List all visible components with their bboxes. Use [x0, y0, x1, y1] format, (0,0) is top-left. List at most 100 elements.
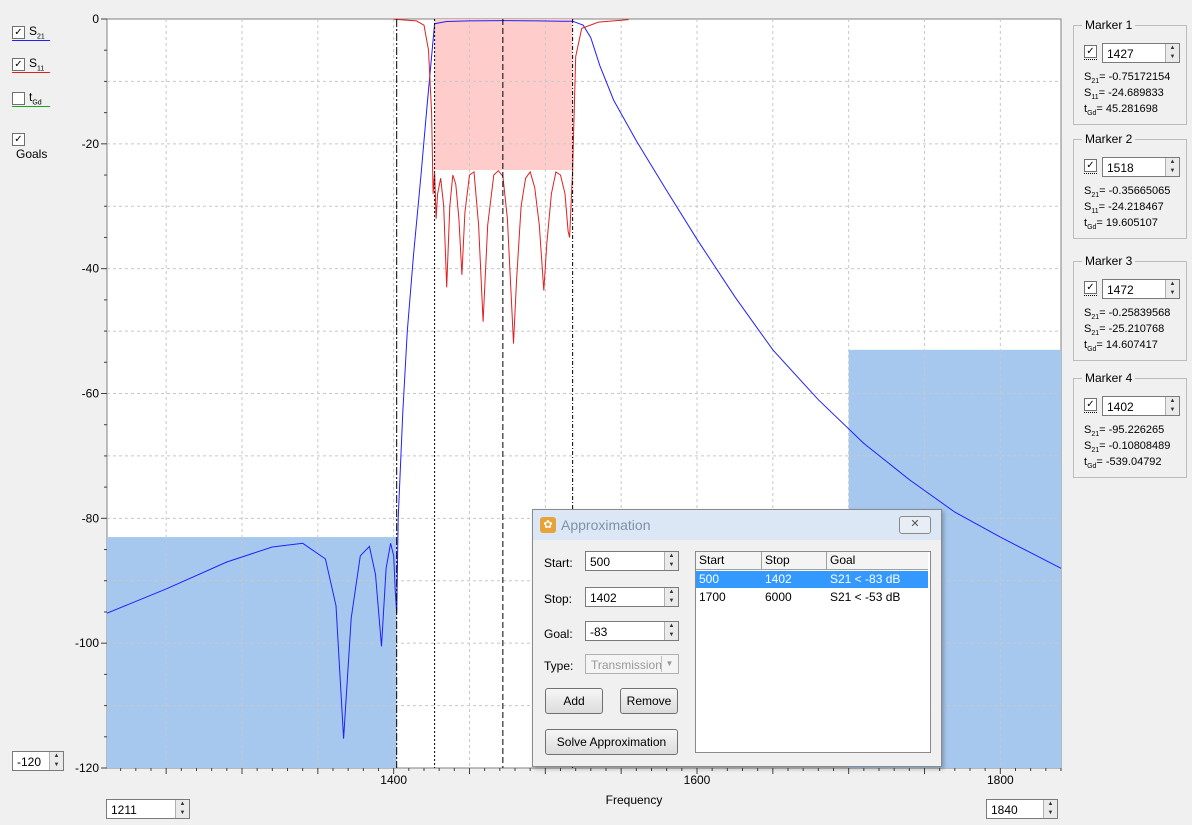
stop-input[interactable]: 1402 ▲ ▼	[585, 587, 679, 607]
s11-toggle-label: S11	[29, 56, 45, 73]
marker-checkbox[interactable]: ✓	[1084, 398, 1097, 411]
row-start: 1700	[699, 590, 726, 604]
marker-readout: tGd= -539.04792	[1084, 456, 1162, 471]
marker-frequency-input[interactable]: 1402 ▲ ▼	[1102, 396, 1180, 416]
row-goal: S21 < -83 dB	[830, 572, 901, 586]
dialog-title: Approximation	[561, 517, 651, 533]
marker-title: Marker 3	[1082, 254, 1136, 268]
goal-region	[107, 537, 397, 768]
start-label: Start:	[544, 556, 573, 570]
spinner-arrows-icon[interactable]: ▲ ▼	[1165, 158, 1179, 176]
marker-readout: S21= -95.226265	[1084, 424, 1165, 439]
marker-readout: S11= -24.689833	[1084, 87, 1164, 102]
y-tick-label: -80	[82, 511, 100, 525]
s21-checkbox[interactable]: ✓	[12, 25, 25, 39]
marker-frequency-input[interactable]: 1427 ▲ ▼	[1102, 43, 1180, 63]
spinner-arrows-icon[interactable]: ▲ ▼	[49, 752, 63, 770]
spinner-arrows-icon[interactable]: ▲ ▼	[175, 800, 189, 818]
marker-line-style-icon	[1084, 412, 1097, 413]
chevron-down-icon[interactable]: ▼	[661, 656, 677, 672]
tgd-toggle[interactable]: tGd	[12, 90, 60, 107]
goals-toggle[interactable]: ✓Goals	[12, 132, 60, 161]
type-label: Type:	[544, 659, 574, 673]
s11-legend-line	[12, 72, 50, 73]
ymin-spinner[interactable]: -120 ▲ ▼	[12, 751, 64, 771]
goals-toggle-label: Goals	[16, 147, 48, 162]
xmax-value: 1840	[991, 803, 1018, 817]
y-tick-label: -100	[75, 636, 99, 650]
marker-panel-1: Marker 1 ✓ 1427 ▲ ▼ S21= -0.75172154 S11= -24.…	[1073, 18, 1187, 125]
header-goal[interactable]: Goal	[830, 553, 856, 567]
row-start: 500	[699, 572, 720, 586]
marker-title: Marker 2	[1082, 132, 1136, 146]
s11-toggle[interactable]: ✓ S11	[12, 56, 60, 73]
s21-toggle[interactable]: ✓ S21	[12, 24, 60, 41]
row-stop: 1402	[765, 572, 792, 586]
marker-line-style-icon	[1084, 295, 1097, 296]
marker-panel-4: Marker 4 ✓ 1402 ▲ ▼ S21= -95.226265 S21= -0.10…	[1073, 371, 1187, 478]
y-tick-label: -40	[82, 262, 100, 276]
header-start[interactable]: Start	[696, 552, 762, 569]
goal-input[interactable]: -83 ▲ ▼	[585, 621, 679, 641]
marker-checkbox[interactable]: ✓	[1084, 159, 1097, 172]
header-stop[interactable]: Stop	[762, 552, 827, 569]
marker-readout: tGd= 19.605107	[1084, 217, 1158, 232]
xmin-value: 1211	[111, 803, 137, 817]
marker-frequency-value: 1427	[1107, 47, 1134, 61]
s11-checkbox[interactable]: ✓	[12, 57, 25, 71]
y-tick-label: -120	[75, 761, 99, 775]
marker-frequency-input[interactable]: 1472 ▲ ▼	[1102, 279, 1180, 299]
y-tick-label: -20	[82, 137, 100, 151]
marker-frequency-input[interactable]: 1518 ▲ ▼	[1102, 157, 1180, 177]
app-icon: ✿	[540, 517, 556, 533]
spinner-arrows-icon[interactable]: ▲ ▼	[1165, 280, 1179, 298]
spinner-arrows-icon[interactable]: ▲ ▼	[1165, 397, 1179, 415]
close-icon[interactable]: ✕	[899, 516, 931, 534]
marker-line-style-icon	[1084, 173, 1097, 174]
goal-value: -83	[590, 625, 608, 639]
solve-approximation-button[interactable]: Solve Approximation	[545, 729, 678, 755]
tgd-toggle-label: tGd	[29, 90, 42, 107]
marker-readout: S21= -0.10808489	[1084, 440, 1171, 455]
table-row[interactable]: 500 1402 S21 < -83 dB	[696, 571, 928, 588]
start-input[interactable]: 500 ▲ ▼	[585, 551, 679, 571]
table-row[interactable]: 1700 6000 S21 < -53 dB	[696, 589, 928, 606]
spinner-arrows-icon[interactable]: ▲ ▼	[664, 588, 678, 606]
marker-readout: S21= -0.35665065	[1084, 185, 1171, 200]
marker-checkbox[interactable]: ✓	[1084, 45, 1097, 58]
start-value: 500	[590, 555, 611, 569]
goals-table[interactable]: Start Stop Goal 500 1402 S21 < -83 dB 17…	[695, 551, 931, 753]
tgd-checkbox[interactable]	[12, 91, 25, 105]
row-goal: S21 < -53 dB	[830, 590, 901, 604]
add-button[interactable]: Add	[545, 688, 603, 714]
xmax-spinner[interactable]: 1840 ▲ ▼	[986, 799, 1058, 819]
x-tick-label: 1400	[380, 773, 407, 787]
series-line-s21	[106, 20, 1062, 739]
ymin-value: -120	[17, 755, 42, 769]
spinner-arrows-icon[interactable]: ▲ ▼	[664, 622, 678, 640]
type-value: Transmission	[591, 658, 662, 672]
x-tick-label: 1800	[987, 773, 1014, 787]
spinner-arrows-icon[interactable]: ▲ ▼	[664, 552, 678, 570]
marker-line-style-icon	[1084, 59, 1097, 60]
tgd-legend-line	[12, 106, 50, 107]
x-tick-label: 1600	[684, 773, 711, 787]
remove-button[interactable]: Remove	[620, 688, 678, 714]
spinner-arrows-icon[interactable]: ▲ ▼	[1165, 44, 1179, 62]
y-tick-label: 0	[92, 12, 99, 26]
goal-region	[434, 19, 573, 171]
marker-title: Marker 1	[1082, 18, 1136, 32]
table-header: Start Stop Goal	[696, 552, 928, 570]
spinner-arrows-icon[interactable]: ▲ ▼	[1043, 800, 1057, 818]
marker-title: Marker 4	[1082, 371, 1136, 385]
marker-checkbox[interactable]: ✓	[1084, 281, 1097, 294]
series-line-s11	[393, 18, 629, 344]
y-tick-label: -60	[82, 387, 100, 401]
dialog-titlebar[interactable]: ✿ Approximation ✕	[533, 510, 941, 540]
xmin-spinner[interactable]: 1211 ▲ ▼	[106, 799, 190, 819]
goals-checkbox[interactable]: ✓	[12, 133, 25, 147]
type-select[interactable]: Transmission ▼	[585, 654, 679, 674]
marker-panel-2: Marker 2 ✓ 1518 ▲ ▼ S21= -0.35665065 S11= -24.…	[1073, 132, 1187, 239]
s21-legend-line	[12, 40, 50, 41]
marker-frequency-value: 1472	[1107, 283, 1134, 297]
